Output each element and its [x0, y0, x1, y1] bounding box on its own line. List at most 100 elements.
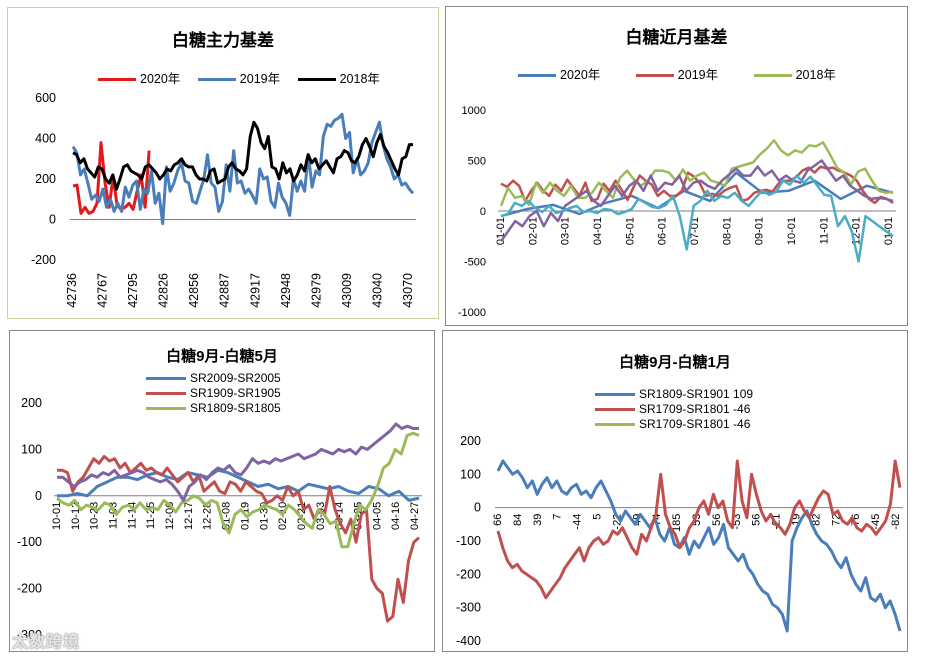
y-tick-label: -100 — [17, 535, 42, 549]
x-tick-label: 10-01 — [51, 502, 63, 530]
x-tick-label: 56 — [711, 514, 723, 526]
chart-panel-9-1-spread: 白糖9月-白糖1月 SR1809-SR1901 109 SR1709-SR180… — [442, 330, 908, 652]
x-tick-label: 42979 — [309, 273, 323, 308]
chart-legend: 2020年 2019年 2018年 — [98, 68, 380, 87]
legend-item: 2020年 — [98, 72, 180, 86]
legend-item: 2019年 — [635, 68, 718, 82]
series-line — [72, 141, 151, 215]
x-tick-label: 82 — [810, 514, 822, 526]
x-tick-label: 43040 — [370, 273, 384, 308]
watermark: 太数跨境 — [12, 634, 81, 651]
x-tick-label: 08-01 — [721, 217, 733, 245]
y-tick-label: -300 — [17, 628, 42, 642]
series-line — [72, 120, 413, 191]
x-tick-label: 5 — [592, 514, 604, 520]
series-line — [496, 459, 902, 633]
y-tick-label: 100 — [460, 467, 481, 481]
series-line — [499, 139, 894, 207]
x-tick-label: 11-01 — [818, 217, 830, 244]
x-tick-label: 43070 — [401, 273, 415, 308]
x-tick-label: 39 — [532, 514, 544, 526]
x-tick-label: 05-01 — [624, 217, 636, 245]
y-tick-label: -200 — [17, 582, 42, 596]
x-tick-label: 84 — [512, 514, 524, 526]
x-tick-label: 04-01 — [592, 217, 604, 245]
legend-item: 2018年 — [297, 72, 380, 86]
x-tick-label: 11-03 — [108, 502, 120, 529]
chart-legend: SR1809-SR1901 109 SR1709-SR1801 -46 SR17… — [595, 387, 753, 432]
y-tick-label: 0 — [474, 501, 481, 515]
x-tick-label: 12-17 — [183, 502, 195, 530]
y-tick-label: 200 — [460, 434, 481, 448]
x-tick-label: 11-25 — [145, 502, 157, 529]
x-tick-label: 01-01 — [883, 217, 895, 245]
chart-title: 白糖近月基差 — [625, 28, 728, 47]
x-tick-label: 185 — [671, 514, 683, 532]
legend-item: SR1709-SR1801 -46 — [595, 402, 753, 417]
legend-item: SR2009-SR2005 — [146, 371, 281, 386]
x-tick-label: 02-01 — [527, 217, 539, 245]
x-tick-label: 04-16 — [390, 502, 402, 530]
y-tick-label: 200 — [21, 396, 42, 410]
series-line — [496, 459, 902, 600]
y-tick-label: -200 — [456, 567, 481, 581]
x-tick-label: 7 — [552, 514, 564, 520]
x-tick-label: -45 — [870, 514, 882, 530]
chart-legend: SR2009-SR2005 SR1909-SR1905 SR1809-SR180… — [146, 371, 281, 416]
series-line — [500, 174, 894, 263]
x-tick-label: 10-01 — [786, 217, 798, 245]
x-tick-label: 03-01 — [560, 217, 572, 245]
y-tick-label: 1000 — [462, 105, 486, 117]
chart-panel-near-basis: 白糖近月基差 2020年 2019年 2018年 -1000 -500 0 500 10… — [445, 6, 908, 326]
x-tick-label: 42767 — [96, 273, 110, 308]
chart-plot: -1000 -500 0 500 1000 01-01 02-01 03-01 04-01 05-… — [458, 105, 896, 319]
chart-title: 白糖9月-白糖5月 — [166, 348, 278, 365]
series-line — [57, 422, 419, 502]
x-tick-label: 56 — [751, 514, 763, 526]
x-tick-label: 42948 — [279, 273, 293, 308]
y-tick-label: 0 — [480, 206, 486, 218]
y-tick-label: 600 — [35, 91, 56, 105]
x-tick-label: 42887 — [218, 273, 232, 308]
chart-panel-9-5-spread: 白糖9月-白糖5月 SR2009-SR2005 SR1909-SR1905 SR… — [9, 330, 435, 652]
series-line — [500, 165, 894, 205]
y-tick-label: 0 — [35, 489, 42, 503]
y-tick-label: -200 — [31, 253, 56, 267]
y-tick-label: -1000 — [458, 307, 486, 319]
x-tick-label: -44 — [572, 514, 584, 530]
x-tick-label: 42856 — [187, 273, 201, 308]
chart-title: 白糖主力基差 — [172, 31, 274, 50]
legend-item: SR1809-SR1805 — [146, 401, 281, 416]
x-tick-label: 06-01 — [657, 217, 669, 245]
y-tick-label: 0 — [49, 213, 56, 227]
legend-item: SR1709-SR1801 -46 — [595, 417, 753, 432]
x-tick-label: 66 — [492, 514, 504, 526]
chart-plot: -200 0 200 400 600 42736 42767 42795 42826 42856 4… — [31, 91, 416, 308]
chart-panel-main-basis: 白糖主力基差 2020年 2019年 2018年 -200 0 200 400 600 4… — [7, 7, 439, 319]
legend-item: SR1809-SR1901 109 — [595, 387, 753, 402]
chart-title: 白糖9月-白糖1月 — [619, 354, 731, 371]
x-tick-label: 42826 — [157, 273, 171, 308]
series-line — [56, 431, 420, 549]
series-line — [499, 159, 894, 243]
x-tick-label: 42795 — [126, 273, 140, 308]
legend-item: 2020年 — [518, 68, 600, 82]
y-tick-label: 200 — [35, 172, 56, 186]
x-tick-label: 09-01 — [754, 217, 766, 245]
x-tick-label: 04-05 — [371, 502, 383, 530]
legend-item: 2019年 — [197, 72, 280, 86]
y-tick-label: 400 — [35, 132, 56, 146]
y-tick-label: 500 — [468, 156, 486, 168]
x-tick-label: 42917 — [248, 273, 262, 308]
legend-item: 2018年 — [753, 68, 836, 82]
legend-item: SR1909-SR1905 — [146, 386, 281, 401]
series-line — [57, 454, 420, 623]
series-line — [57, 468, 420, 502]
x-tick-label: -82 — [890, 514, 902, 530]
chart-legend: 2020年 2019年 2018年 — [518, 64, 836, 83]
y-tick-label: 100 — [21, 442, 42, 456]
y-tick-label: -400 — [456, 634, 481, 648]
x-tick-label: 04-27 — [409, 502, 421, 530]
